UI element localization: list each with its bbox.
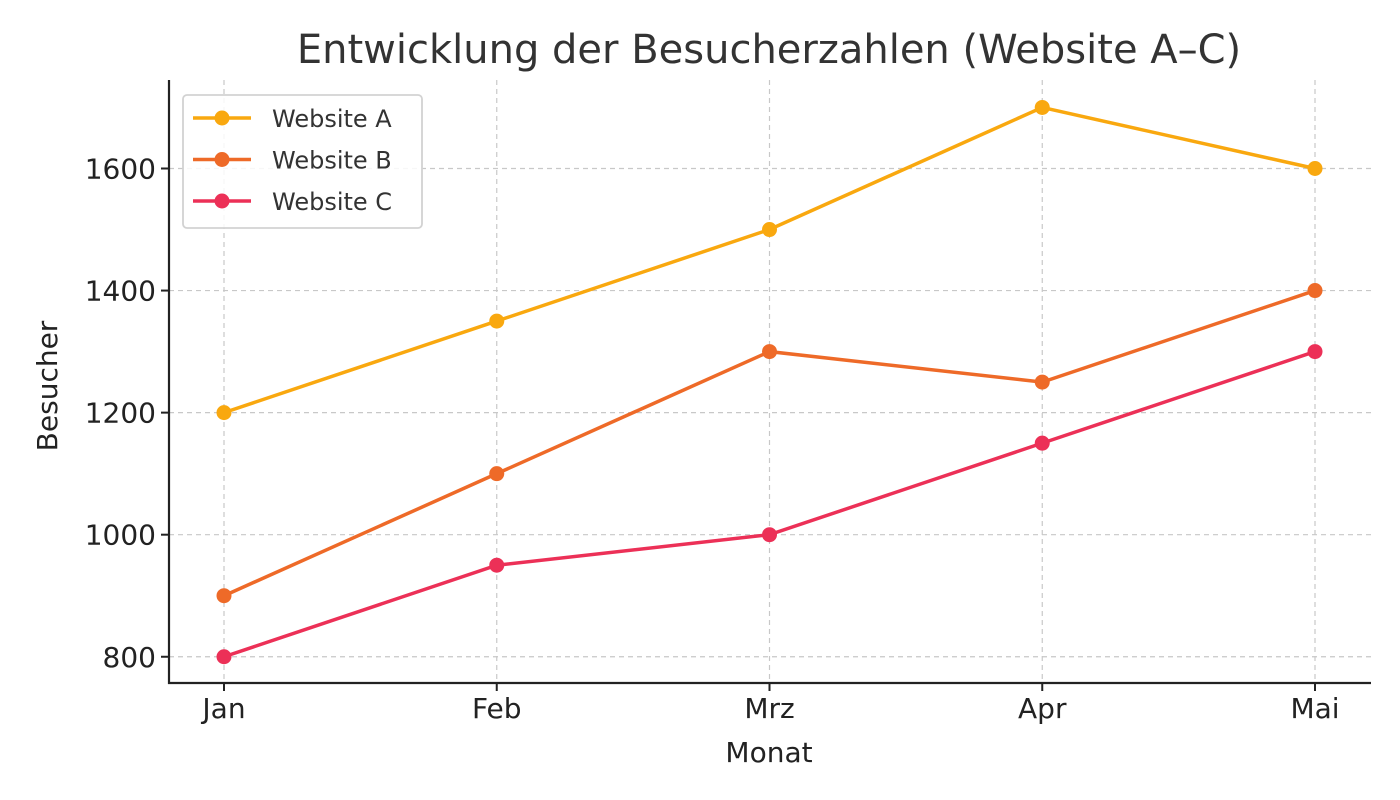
x-tick-label: Mrz	[744, 692, 794, 725]
y-tick-label: 1000	[85, 519, 156, 552]
y-tick-label: 1600	[85, 152, 156, 185]
data-point	[1034, 99, 1050, 115]
chart-title: Entwicklung der Besucherzahlen (Website …	[297, 27, 1241, 73]
series-group	[216, 283, 1323, 604]
data-point	[1307, 283, 1323, 299]
data-point	[216, 649, 232, 665]
legend-label: Website A	[272, 105, 392, 133]
legend-label: Website B	[272, 147, 392, 175]
data-point	[489, 557, 505, 573]
data-point	[216, 405, 232, 421]
data-point	[762, 344, 777, 360]
data-point	[216, 588, 232, 604]
axes	[161, 80, 1371, 691]
data-point	[1307, 160, 1323, 176]
y-tick-label: 800	[103, 641, 156, 674]
data-point	[1034, 374, 1050, 390]
legend-item: Website A	[193, 105, 392, 133]
legend-marker	[214, 193, 230, 209]
series-group	[216, 344, 1323, 665]
legend-marker	[214, 152, 230, 167]
legend-marker	[214, 110, 230, 126]
data-point	[762, 222, 777, 238]
data-point	[762, 527, 777, 543]
series-group	[216, 99, 1323, 421]
data-point	[489, 466, 505, 482]
x-tick-label: Mai	[1290, 692, 1339, 725]
y-axis-label: Besucher	[31, 320, 64, 451]
tick-labels: Jan Feb Mrz Apr Mai 800 1000 1200 1400 1600	[85, 152, 1340, 725]
data-point	[1307, 344, 1323, 360]
data-series	[216, 99, 1323, 665]
y-tick-label: 1400	[85, 275, 156, 308]
legend-item: Website B	[193, 147, 392, 175]
x-axis-label: Monat	[725, 736, 812, 769]
legend-box	[182, 94, 423, 229]
x-tick-label: Feb	[472, 692, 522, 725]
legend-label: Website C	[272, 188, 392, 216]
data-point	[489, 313, 505, 329]
legend: Website A Website B Website C	[182, 94, 423, 229]
legend-item: Website C	[193, 188, 392, 216]
x-tick-label: Apr	[1018, 692, 1067, 725]
data-point	[1034, 435, 1050, 451]
y-tick-label: 1200	[85, 397, 156, 430]
x-tick-label: Jan	[200, 692, 245, 725]
